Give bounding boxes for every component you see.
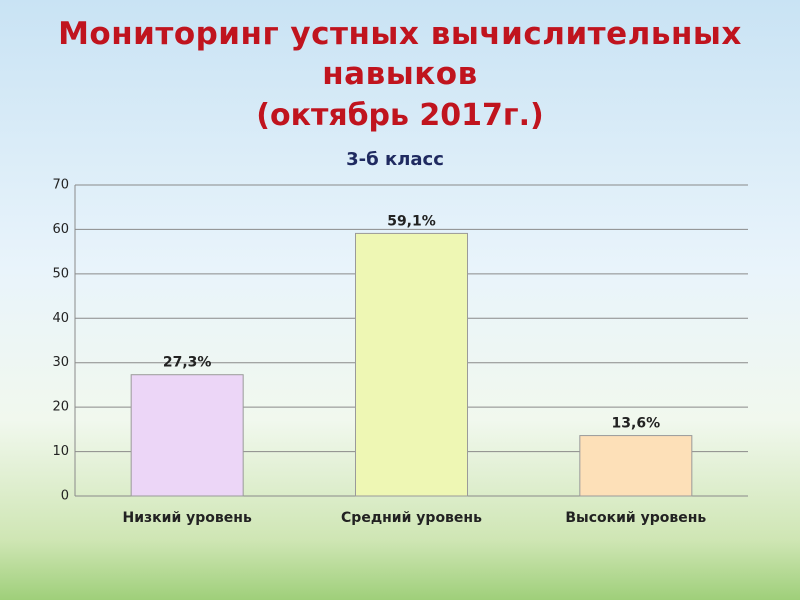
y-tick-label: 70 [52,178,69,193]
y-tick-label: 40 [52,311,69,326]
x-tick-label: Низкий уровень [123,510,252,526]
bar [130,374,244,497]
y-tick-label: 60 [52,222,69,237]
slide-title: Мониторинг устных вычислительных навыков [58,16,742,92]
y-tick-label: 30 [52,355,69,370]
y-tick-label: 10 [52,444,69,459]
y-tick-label: 0 [61,489,69,504]
value-label: 13,6% [612,416,661,432]
bar [579,435,693,497]
value-label: 27,3% [163,355,212,371]
value-label: 59,1% [387,213,436,229]
slide-subtitle: (октябрь 2017г.) [256,98,544,133]
chart-title: 3-б класс [346,149,444,170]
x-tick-label: Средний уровень [341,510,482,526]
y-tick-label: 50 [52,266,69,281]
x-tick-label: Высокий уровень [565,510,706,526]
bar [355,232,468,497]
y-tick-label: 20 [52,400,69,415]
